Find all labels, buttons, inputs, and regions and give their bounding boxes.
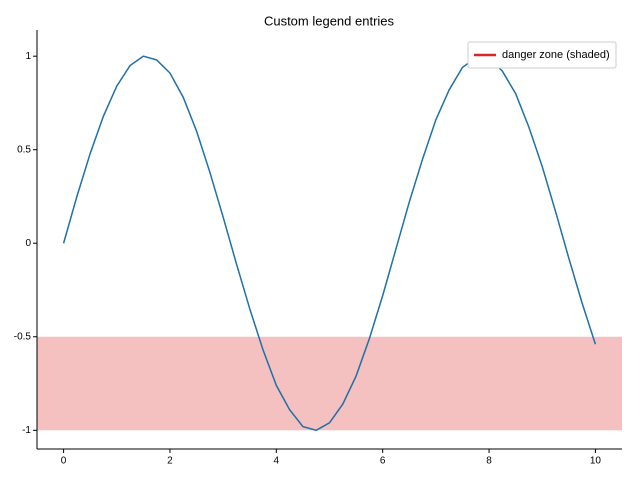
line-series	[62, 55, 597, 432]
x-tick-label: 2	[167, 456, 173, 467]
y-tick-label: 1	[25, 51, 31, 62]
x-tick-label: 0	[61, 456, 67, 467]
legend-box	[467, 41, 617, 69]
legend: danger zone (shaded)	[467, 41, 617, 69]
y-tick-label: -1	[22, 425, 31, 436]
x-tick-label: 8	[486, 456, 492, 467]
x-tick-label: 10	[590, 456, 602, 467]
shaded-band	[37, 336, 622, 431]
legend-label: danger zone (shaded)	[502, 49, 610, 61]
y-tick-label: -0.5	[14, 331, 32, 342]
y-tick-label: 0	[25, 238, 31, 249]
chart-title: Custom legend entries	[264, 13, 395, 28]
x-tick-label: 4	[274, 456, 280, 467]
y-tick-label: 0.5	[17, 144, 31, 155]
x-tick-label: 6	[380, 456, 386, 467]
